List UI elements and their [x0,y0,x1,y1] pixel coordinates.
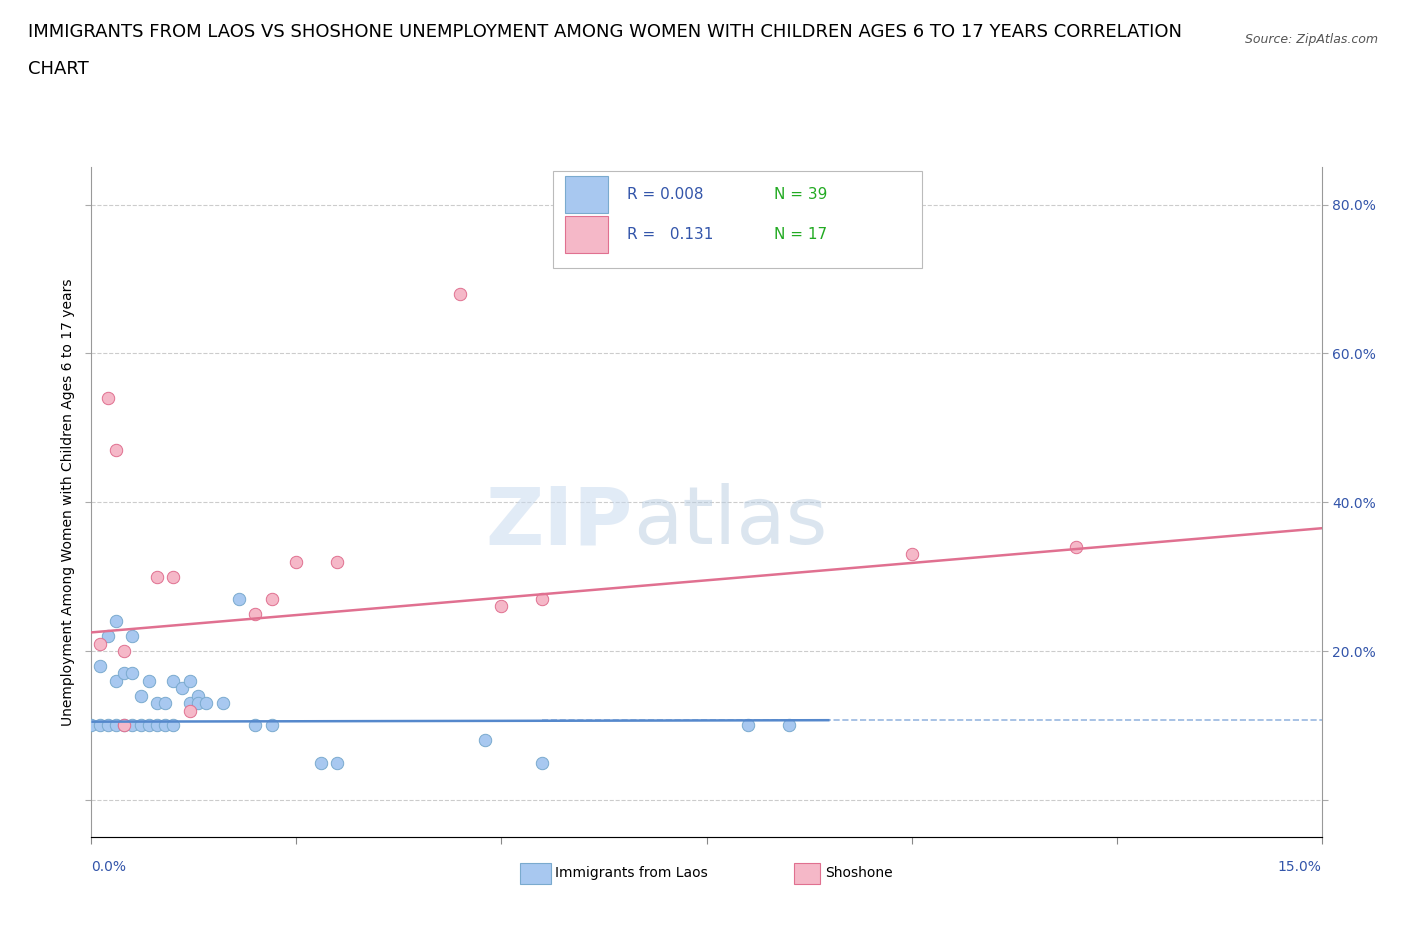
Text: CHART: CHART [28,60,89,78]
Point [146,569,169,584]
Point [112,718,135,733]
Point [162,569,184,584]
Point [105,614,127,629]
Point [153,718,177,733]
Text: ZIP: ZIP [485,484,633,562]
Point [153,696,177,711]
Point [260,718,283,733]
Point [129,718,152,733]
Point [121,718,143,733]
Point [737,718,759,733]
Point [89,718,111,733]
Point [129,688,152,703]
Point [146,696,169,711]
Point [105,673,127,688]
Text: atlas: atlas [633,484,827,562]
Point [89,658,111,673]
Point [778,718,800,733]
Point [97,391,120,405]
Point [112,718,135,733]
Point [326,554,349,569]
Point [112,666,135,681]
Text: 15.0%: 15.0% [1278,860,1322,874]
Point [162,673,184,688]
Point [491,599,513,614]
FancyBboxPatch shape [565,176,607,213]
Text: R = 0.008: R = 0.008 [627,187,703,202]
Y-axis label: Unemployment Among Women with Children Ages 6 to 17 years: Unemployment Among Women with Children A… [62,278,76,726]
Point [531,591,554,606]
Point [105,718,127,733]
Text: 0.0%: 0.0% [91,860,127,874]
FancyBboxPatch shape [565,216,607,253]
Point [900,547,922,562]
Point [179,696,201,711]
Point [162,718,184,733]
Point [228,591,250,606]
Text: IMMIGRANTS FROM LAOS VS SHOSHONE UNEMPLOYMENT AMONG WOMEN WITH CHILDREN AGES 6 T: IMMIGRANTS FROM LAOS VS SHOSHONE UNEMPLO… [28,23,1182,41]
Point [112,644,135,658]
Point [474,733,496,748]
Point [531,755,554,770]
Point [80,718,103,733]
Point [449,286,471,301]
Point [309,755,332,770]
Point [187,696,209,711]
Point [89,636,111,651]
Point [245,606,267,621]
Point [121,629,143,644]
FancyBboxPatch shape [553,171,922,268]
Point [179,673,201,688]
Point [245,718,267,733]
Point [211,696,233,711]
Point [326,755,349,770]
Point [170,681,193,696]
Text: N = 17: N = 17 [775,227,827,242]
Point [138,673,160,688]
Point [97,718,120,733]
Point [138,718,160,733]
Point [285,554,308,569]
Point [260,591,283,606]
Text: R =   0.131: R = 0.131 [627,227,713,242]
Point [1064,539,1087,554]
Point [195,696,218,711]
Point [179,703,201,718]
Point [105,443,127,458]
Text: Source: ZipAtlas.com: Source: ZipAtlas.com [1244,33,1378,46]
Text: N = 39: N = 39 [775,187,828,202]
Text: Immigrants from Laos: Immigrants from Laos [555,866,709,881]
Point [97,629,120,644]
Point [146,718,169,733]
Text: Shoshone: Shoshone [825,866,893,881]
Point [121,666,143,681]
Point [187,688,209,703]
